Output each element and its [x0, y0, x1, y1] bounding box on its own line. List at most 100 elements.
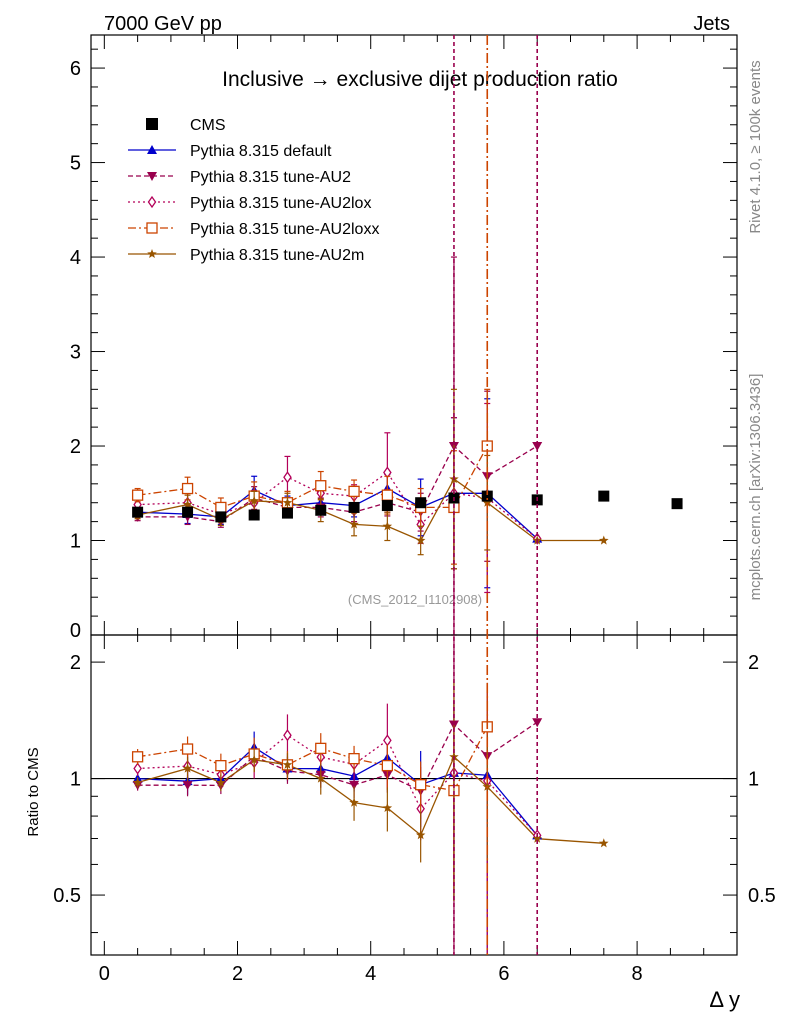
- main-y-axis: 0 1 2 3 4 5 6: [70, 48, 737, 642]
- ratio-y-tick-label-right: 0.5: [748, 885, 776, 907]
- ratio-series-lines: [137, 721, 604, 844]
- ratio-point-2: [383, 734, 392, 747]
- legend: CMS Pythia 8.315 default Pythia 8.315 tune…: [128, 117, 379, 264]
- rivet-version-label: Rivet 4.1.0, ≥ 100k events: [747, 60, 764, 233]
- main-frame: [90, 34, 738, 636]
- legend-entry: Pythia 8.315 tune-AU2loxx: [128, 221, 379, 238]
- main-panel: Inclusive → exclusive dijet production r…: [70, 34, 738, 642]
- cms-point: [132, 506, 144, 518]
- series-point-3: [131, 489, 144, 501]
- legend-label: Pythia 8.315 default: [190, 143, 332, 160]
- ratio-y-tick-label-right: 2: [748, 652, 759, 674]
- y-tick-label: 1: [70, 531, 81, 553]
- energy-label: 7000 GeV pp: [104, 13, 222, 35]
- legend-marker: [147, 195, 157, 209]
- ratio-line-0: [137, 746, 538, 836]
- cms-point: [598, 490, 610, 502]
- legend-label: Pythia 8.315 tune-AU2loxx: [190, 221, 379, 238]
- cms-point: [415, 497, 427, 509]
- series-point-3: [215, 501, 227, 514]
- cms-point: [481, 490, 493, 502]
- legend-label: Pythia 8.315 tune-AU2: [190, 169, 351, 186]
- ratio-point-3: [131, 751, 144, 763]
- ratio-point-2: [133, 762, 142, 775]
- ratio-point-3: [415, 779, 427, 791]
- ratio-point-4: [349, 797, 359, 807]
- legend-label: CMS: [190, 117, 226, 134]
- series-point-4: [382, 521, 393, 531]
- x-axis-label: Δ y: [709, 987, 740, 1012]
- chart-title: Inclusive → exclusive dijet production r…: [222, 68, 618, 91]
- series-point-3: [381, 489, 394, 501]
- series-point-4: [182, 499, 193, 509]
- ratio-y-axis: 0.5 0.5 1 1 2 2: [53, 652, 776, 934]
- ratio-point-4: [415, 830, 426, 840]
- series-line-1: [137, 444, 538, 523]
- legend-label: Pythia 8.315 tune-AU2lox: [190, 195, 371, 212]
- x-axis: 0 2 4 6 8: [99, 35, 705, 985]
- cms-point: [215, 511, 227, 523]
- ratio-panel: Ratio to CMS 0.5 0.5 1 1 2 2: [25, 634, 776, 956]
- series-point-4: [415, 535, 426, 545]
- ratio-point-3: [315, 742, 327, 755]
- series-point-3: [348, 485, 360, 498]
- x-tick-label: 8: [632, 963, 643, 985]
- ratio-point-2: [283, 729, 292, 742]
- legend-entry: Pythia 8.315 tune-AU2m: [128, 247, 364, 264]
- y-tick-label: 5: [70, 153, 81, 175]
- ratio-point-4: [599, 838, 609, 848]
- ratio-point-4: [382, 803, 393, 812]
- ratio-y-tick-label: 1: [70, 769, 81, 791]
- legend-marker: [146, 222, 158, 234]
- series-line-0: [137, 487, 538, 540]
- cms-point: [248, 509, 260, 521]
- cms-point: [315, 504, 327, 516]
- legend-label: Pythia 8.315 tune-AU2m: [190, 247, 364, 264]
- series-point-4: [482, 497, 492, 507]
- jets-label: Jets: [693, 13, 730, 35]
- series-point-1: [532, 442, 543, 452]
- analysis-watermark: (CMS_2012_I1102908): [348, 592, 482, 607]
- ratio-y-tick-label: 0.5: [53, 885, 81, 907]
- ratio-frame: [90, 634, 738, 956]
- cms-point: [281, 507, 293, 519]
- main-series-marks: [131, 256, 683, 636]
- legend-marker: [147, 172, 157, 181]
- series-point-4: [282, 497, 293, 507]
- x-tick-label: 6: [498, 963, 509, 985]
- ratio-line-1: [137, 721, 538, 792]
- y-tick-label: 4: [70, 247, 81, 269]
- ratio-point-1: [349, 780, 360, 790]
- main-series-lines: [137, 444, 604, 542]
- cms-point: [182, 506, 194, 518]
- ratio-point-4: [216, 777, 226, 787]
- ratio-point-3: [181, 743, 194, 755]
- cms-point: [381, 500, 393, 512]
- series-point-4: [349, 519, 359, 529]
- x-tick-label: 0: [99, 963, 110, 985]
- ratio-point-4: [132, 777, 143, 787]
- y-tick-label: 6: [70, 58, 81, 80]
- x-tick-label: 4: [365, 963, 376, 985]
- series-point-2: [283, 471, 292, 484]
- series-point-4: [599, 535, 609, 545]
- ratio-point-4: [316, 773, 326, 783]
- x-tick-label: 2: [232, 963, 243, 985]
- cms-point: [671, 498, 683, 510]
- ratio-axis-label: Ratio to CMS: [25, 747, 42, 836]
- y-tick-label: 3: [70, 342, 81, 364]
- ratio-point-3: [215, 759, 227, 772]
- legend-entry: CMS: [146, 117, 226, 134]
- ratio-point-1: [182, 781, 193, 791]
- series-point-4: [249, 495, 259, 505]
- ratio-point-4: [282, 759, 293, 769]
- y-tick-label: 2: [70, 436, 81, 458]
- ratio-line-4: [137, 755, 604, 844]
- legend-entry: Pythia 8.315 default: [128, 143, 332, 160]
- ratio-point-4: [532, 833, 542, 843]
- legend-entry: Pythia 8.315 tune-AU2lox: [128, 195, 371, 212]
- y-tick-label: 0: [70, 620, 81, 642]
- series-point-3: [181, 482, 194, 495]
- legend-entry: Pythia 8.315 tune-AU2: [128, 169, 351, 186]
- series-point-3: [315, 480, 327, 492]
